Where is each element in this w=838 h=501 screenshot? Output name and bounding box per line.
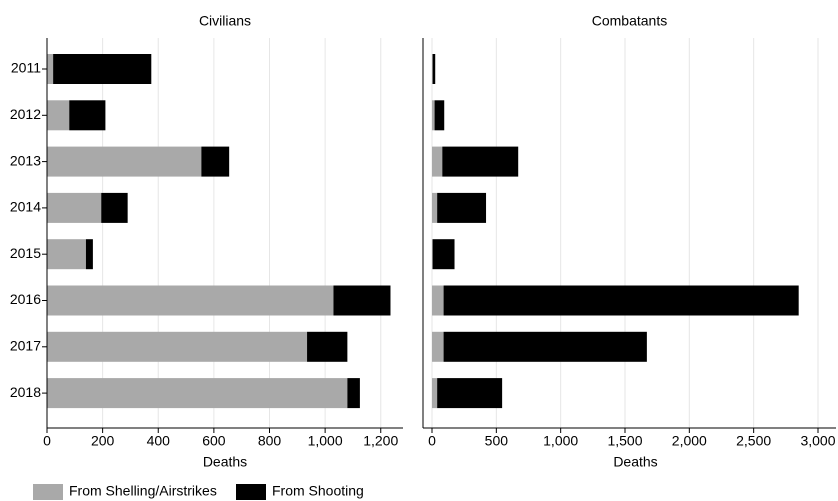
x-tick-label: 0 bbox=[428, 433, 436, 449]
bar-segment bbox=[434, 100, 445, 131]
legend-swatch bbox=[33, 484, 63, 500]
x-tick-label: 1,000 bbox=[308, 433, 343, 449]
y-tick-label: 2015 bbox=[10, 245, 41, 261]
x-tick-label: 2,000 bbox=[672, 433, 707, 449]
bar-segment bbox=[47, 192, 102, 223]
bar-segment bbox=[47, 100, 70, 131]
bar-segment bbox=[432, 146, 443, 177]
y-tick-label: 2011 bbox=[11, 60, 41, 76]
bar-segment bbox=[47, 146, 202, 177]
x-tick-label: 1,200 bbox=[363, 433, 398, 449]
legend-swatch bbox=[236, 484, 266, 500]
legend-label: From Shelling/Airstrikes bbox=[69, 483, 217, 499]
bar-segment bbox=[432, 192, 438, 223]
bar-segment bbox=[47, 378, 348, 409]
x-tick-label: 2,500 bbox=[736, 433, 771, 449]
y-tick-label: 2013 bbox=[10, 152, 41, 168]
bar-segment bbox=[47, 54, 54, 84]
bar-segment bbox=[69, 100, 106, 131]
bar-segment bbox=[443, 285, 799, 316]
bar-segment bbox=[442, 146, 519, 177]
x-tick-label: 1,000 bbox=[543, 433, 578, 449]
bar-segment bbox=[101, 192, 128, 223]
x-tick-label: 800 bbox=[258, 433, 282, 449]
x-tick-label: 600 bbox=[202, 433, 226, 449]
y-tick-label: 2012 bbox=[10, 106, 41, 122]
x-axis-label: Deaths bbox=[203, 454, 247, 470]
bar-segment bbox=[432, 331, 444, 362]
panel-title: Civilians bbox=[199, 13, 251, 29]
bar-segment bbox=[432, 285, 444, 316]
x-axis-label: Deaths bbox=[613, 454, 657, 470]
y-tick-label: 2017 bbox=[10, 338, 41, 354]
bar-segment bbox=[47, 331, 308, 362]
bar-segment bbox=[347, 378, 360, 409]
x-tick-label: 200 bbox=[91, 433, 115, 449]
x-tick-label: 400 bbox=[147, 433, 171, 449]
bar-segment bbox=[432, 378, 438, 409]
bar-segment bbox=[432, 100, 435, 131]
x-tick-label: 1,500 bbox=[607, 433, 642, 449]
y-tick-label: 2014 bbox=[10, 199, 41, 215]
y-tick-label: 2016 bbox=[10, 291, 41, 307]
bar-segment bbox=[432, 54, 433, 84]
bar-segment bbox=[432, 54, 436, 84]
bar-segment bbox=[432, 239, 455, 270]
bar-segment bbox=[333, 285, 391, 316]
y-tick-label: 2018 bbox=[10, 384, 41, 400]
bar-segment bbox=[85, 239, 93, 270]
bar-segment bbox=[47, 239, 86, 270]
bar-segment bbox=[307, 331, 348, 362]
bar-segment bbox=[432, 239, 433, 270]
x-tick-label: 500 bbox=[485, 433, 509, 449]
bar-segment bbox=[437, 192, 487, 223]
bar-segment bbox=[437, 378, 503, 409]
bar-segment bbox=[47, 285, 334, 316]
x-tick-label: 0 bbox=[43, 433, 51, 449]
bar-segment bbox=[443, 331, 647, 362]
bar-segment bbox=[201, 146, 230, 177]
bar-segment bbox=[53, 54, 152, 84]
x-tick-label: 3,000 bbox=[800, 433, 835, 449]
panel-title: Combatants bbox=[592, 13, 667, 29]
legend-label: From Shooting bbox=[272, 483, 364, 499]
